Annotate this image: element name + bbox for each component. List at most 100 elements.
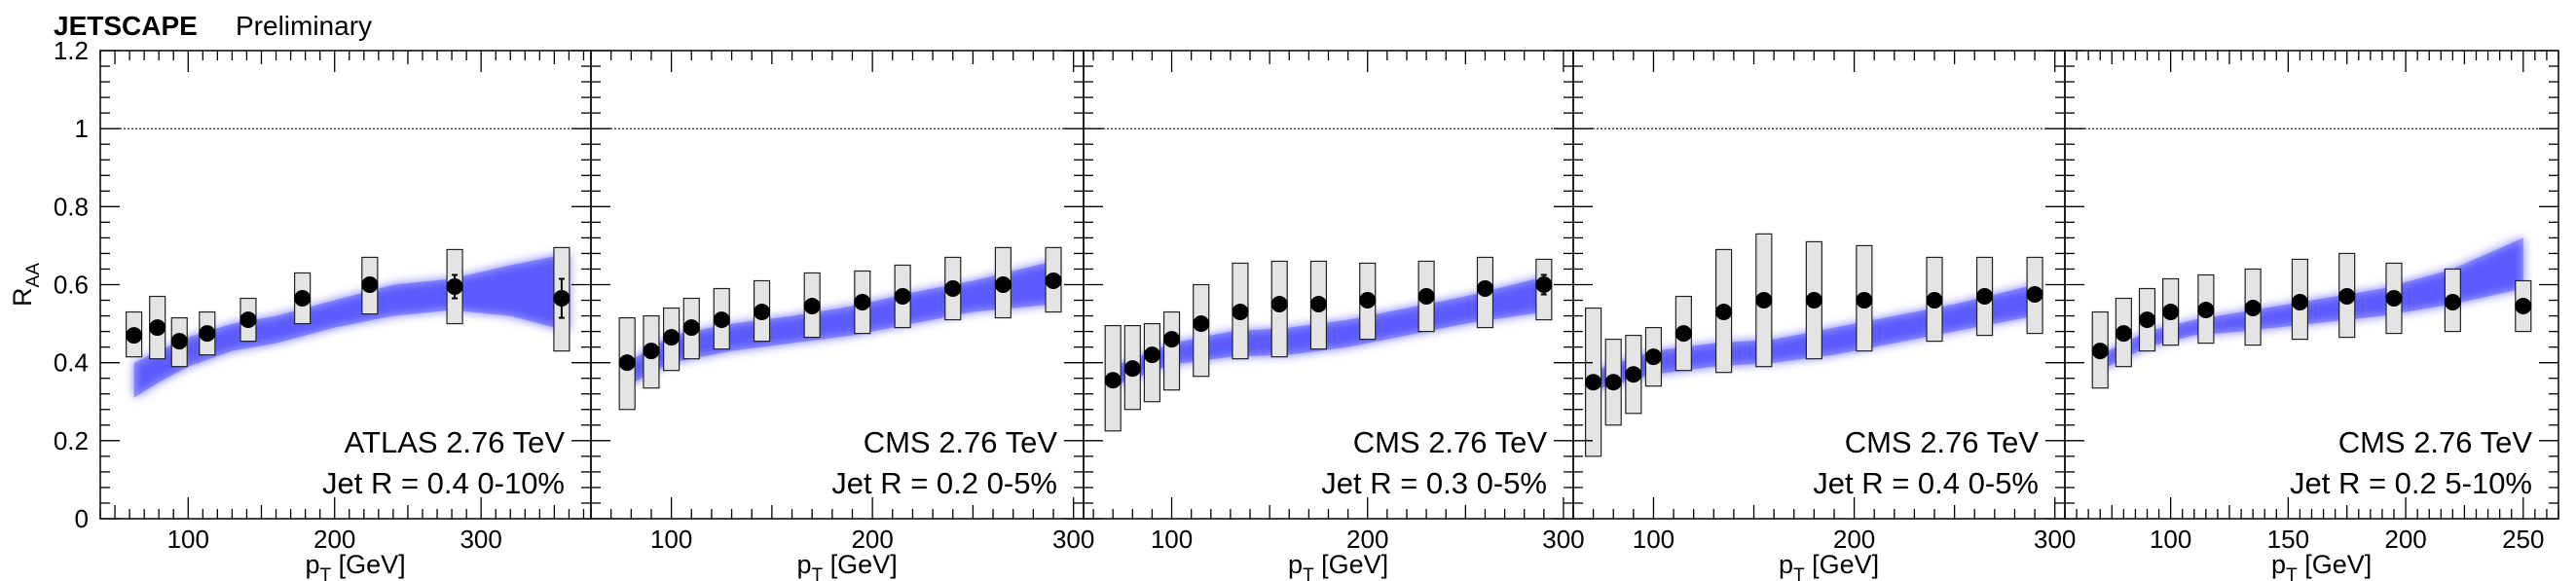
x-tick-label: 100 [167, 525, 209, 554]
data-point [2338, 288, 2356, 306]
jet-config-label: Jet R = 0.4 0-10% [322, 466, 565, 500]
data-point [1805, 292, 1822, 309]
experiment-label: ATLAS 2.76 TeV [345, 425, 566, 459]
data-point [1476, 280, 1493, 298]
data-point [2515, 298, 2532, 315]
data-point [1045, 272, 1062, 289]
x-tick-label: 100 [650, 525, 692, 554]
data-point [2291, 294, 2308, 311]
x-tick-label: 150 [2267, 525, 2309, 554]
jet-config-label: Jet R = 0.3 0-5% [1321, 466, 1547, 500]
data-point [2026, 286, 2043, 304]
data-point [663, 329, 681, 346]
data-point [1270, 296, 1288, 313]
data-point [2091, 343, 2109, 360]
x-tick-label: 200 [2384, 525, 2426, 554]
data-point [2115, 325, 2132, 343]
chart-panel-4: 100 200 300 pT [GeV] CMS 2.76 TeV Jet R = 0.4… [1572, 50, 2076, 581]
data-point [1232, 304, 1249, 321]
data-point [1163, 331, 1181, 348]
panels: 0 0.2 0.4 0.6 0.8 1 1.2 RAA 100 200 300 pT [GeV] AT… [8, 36, 2559, 581]
data-point [754, 304, 771, 321]
sys-uncertainty-box [1162, 310, 1181, 391]
data-point [239, 311, 257, 329]
data-point [894, 288, 911, 306]
data-point [170, 333, 188, 350]
data-point [1585, 374, 1602, 391]
data-point [1625, 366, 1642, 383]
chart-panel-5: 100 150 200 250 pT [GeV] CMS 2.76 TeV Jet R = … [2064, 50, 2559, 581]
data-point [1926, 292, 1943, 309]
data-point [1143, 346, 1160, 364]
x-tick-label: 250 [2502, 525, 2544, 554]
data-point [2244, 300, 2262, 317]
data-point [1104, 372, 1122, 389]
data-point [944, 280, 962, 298]
chart-panel-2: 100 200 300 pT [GeV] CMS 2.76 TeV Jet R = 0.2… [590, 50, 1094, 581]
x-axis-title: pT [GeV] [1288, 550, 1388, 581]
data-point [126, 327, 143, 345]
y-axis-title: RAA [8, 263, 44, 307]
x-tick-label: 100 [1151, 525, 1193, 554]
data-point [1193, 315, 1210, 333]
data-point [713, 311, 730, 329]
chart-panel-3: 100 200 300 pT [GeV] CMS 2.76 TeV Jet R = 0.3… [1083, 50, 1585, 581]
data-point [2162, 304, 2180, 321]
y-tick-label: 0 [75, 504, 89, 533]
chart-panel-1: 0 0.2 0.4 0.6 0.8 1 1.2 RAA 100 200 300 pT [GeV] AT… [8, 36, 592, 581]
data-point [803, 298, 821, 315]
data-point [2444, 294, 2461, 311]
experiment-label: CMS 2.76 TeV [1353, 425, 1548, 459]
data-point [618, 354, 636, 372]
data-point [1535, 276, 1553, 293]
data-point [1604, 374, 1622, 391]
experiment-label: CMS 2.76 TeV [2338, 425, 2533, 459]
y-tick-label: 1 [75, 114, 89, 143]
data-point [1417, 288, 1435, 306]
jet-config-label: Jet R = 0.2 5-10% [2290, 466, 2532, 500]
model-band [2100, 237, 2523, 371]
y-tick-label: 1.2 [54, 36, 89, 65]
x-tick-label: 300 [460, 525, 501, 554]
data-point [2385, 290, 2403, 308]
data-point [1123, 360, 1141, 378]
x-tick-label: 200 [1833, 525, 1875, 554]
collaboration-label: JETSCAPE [54, 11, 198, 41]
data-point [1856, 292, 1873, 309]
data-point [1674, 325, 1692, 343]
data-point [446, 278, 463, 296]
data-point [1644, 348, 1662, 366]
x-tick-label: 200 [851, 525, 893, 554]
x-tick-label: 300 [2034, 525, 2076, 554]
x-axis-title: pT [GeV] [1779, 550, 1879, 581]
model-band-group [1113, 276, 1544, 386]
model-band-core [2100, 237, 2523, 371]
data-point [643, 343, 660, 360]
y-tick-label: 0.6 [54, 271, 89, 300]
data-point [854, 294, 871, 311]
x-axis-title: pT [GeV] [797, 550, 898, 581]
data-point [361, 276, 379, 293]
data-point [1755, 292, 1773, 309]
data-point [994, 276, 1012, 293]
model-band-group [2100, 237, 2523, 371]
x-tick-label: 100 [2150, 525, 2191, 554]
status-label: Preliminary [236, 11, 372, 41]
x-tick-label: 200 [313, 525, 355, 554]
data-point [553, 290, 570, 308]
jet-config-label: Jet R = 0.2 0-5% [831, 466, 1057, 500]
y-tick-label: 0.2 [54, 426, 89, 455]
data-point [1976, 288, 1994, 306]
data-point [1715, 304, 1733, 321]
y-tick-label: 0.4 [54, 348, 89, 378]
experiment-label: CMS 2.76 TeV [1845, 425, 2040, 459]
x-tick-label: 300 [1052, 525, 1094, 554]
x-axis-title: pT [GeV] [2271, 550, 2372, 581]
experiment-label: CMS 2.76 TeV [864, 425, 1058, 459]
x-axis-title: pT [GeV] [305, 550, 405, 581]
data-point [199, 325, 216, 343]
model-band-core [1113, 276, 1544, 386]
data-point [2197, 302, 2215, 319]
x-tick-label: 300 [1542, 525, 1584, 554]
